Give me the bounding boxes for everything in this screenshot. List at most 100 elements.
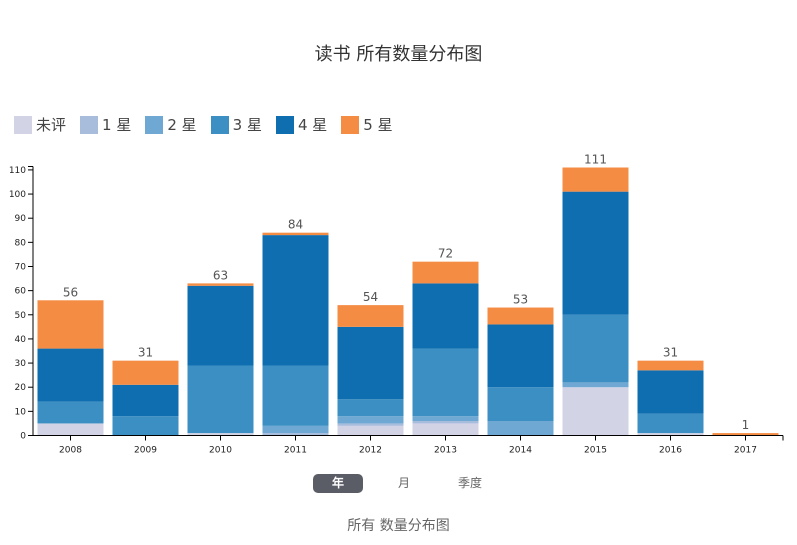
x-tick-label: 2008 <box>59 446 82 456</box>
bar-segment[interactable] <box>637 433 704 436</box>
legend-item[interactable]: 1 星 <box>80 114 131 135</box>
bar-segment[interactable] <box>112 384 179 417</box>
bar-segment[interactable] <box>337 305 404 327</box>
legend-item[interactable]: 3 星 <box>210 114 262 135</box>
bar-segment[interactable] <box>412 283 479 349</box>
period-tabs: 年 月 季度 <box>313 474 511 493</box>
bar-segment[interactable] <box>712 433 779 436</box>
bar-total-label: 72 <box>438 247 453 261</box>
y-tick-label: 10 <box>15 407 27 417</box>
footer-caption: 所有 数量分布图 <box>347 518 450 534</box>
bar-segment[interactable] <box>562 382 629 388</box>
tab-year[interactable]: 年 <box>313 474 363 493</box>
bar-total-label: 53 <box>513 293 528 307</box>
bar-segment[interactable] <box>37 300 104 349</box>
bar-segment[interactable] <box>562 191 629 315</box>
bar-segment[interactable] <box>562 314 629 383</box>
bar-segment[interactable] <box>37 401 104 424</box>
x-axis: 2008 2009 2010 2011 2012 2013 2014 2015 2016 2017 <box>33 435 784 456</box>
legend-item[interactable]: 5 星 <box>341 114 393 135</box>
bar-total-label: 31 <box>138 346 153 360</box>
x-tick-label: 2014 <box>509 446 532 456</box>
y-axis: 0 10 20 30 40 50 60 70 80 90 100 110 <box>9 166 34 442</box>
bar-total-label: 63 <box>213 268 228 282</box>
bar-segment[interactable] <box>637 413 704 434</box>
legend-swatch <box>210 115 229 134</box>
bar-segment[interactable] <box>412 261 479 284</box>
bar-segment[interactable] <box>187 283 254 286</box>
bar-segment[interactable] <box>187 285 254 366</box>
legend-label: 1 星 <box>102 116 132 134</box>
legend-item[interactable]: 2 星 <box>145 114 197 135</box>
y-tick-label: 30 <box>15 359 27 369</box>
bar-segment[interactable] <box>337 326 404 400</box>
legend-item[interactable]: 4 星 <box>275 114 328 135</box>
bar-segment[interactable] <box>262 235 329 366</box>
bar-total-label: 31 <box>663 346 678 360</box>
legend-label: 未评 <box>36 116 67 134</box>
bar-segment[interactable] <box>412 423 479 436</box>
bar-segment[interactable] <box>37 348 104 402</box>
bar-segment[interactable] <box>262 365 329 426</box>
y-tick-label: 60 <box>15 287 27 297</box>
bar-segment[interactable] <box>337 416 404 424</box>
legend-swatch <box>275 115 294 134</box>
bar-segment[interactable] <box>487 387 554 422</box>
bar-segment[interactable] <box>262 232 329 236</box>
bar-segment[interactable] <box>487 324 554 388</box>
legend-swatch <box>145 115 164 134</box>
chart-title: 读书 所有数量分布图 <box>314 44 483 65</box>
bar-segment[interactable] <box>37 423 104 436</box>
bar-segment[interactable] <box>262 425 329 434</box>
tab-month[interactable]: 月 <box>397 476 410 490</box>
bar-segment[interactable] <box>637 370 704 414</box>
bar-segment[interactable] <box>487 421 554 436</box>
tab-quarter[interactable]: 季度 <box>457 476 482 490</box>
bar-segment[interactable] <box>337 425 404 436</box>
bar-segment[interactable] <box>412 421 479 424</box>
bar-segment[interactable] <box>562 167 629 192</box>
bar-segment[interactable] <box>487 307 554 325</box>
bars <box>37 167 779 436</box>
x-tick-label: 2011 <box>284 446 307 456</box>
legend-label: 2 星 <box>167 116 197 134</box>
x-tick-label: 2010 <box>209 446 232 456</box>
y-tick-label: 20 <box>15 383 27 393</box>
legend-label: 3 星 <box>232 116 262 134</box>
x-tick-label: 2012 <box>359 446 382 456</box>
legend-swatch <box>14 115 32 134</box>
x-tick-label: 2013 <box>434 446 457 456</box>
bar-segment[interactable] <box>112 416 179 436</box>
legend-item[interactable]: 未评 <box>14 114 66 135</box>
y-tick-label: 40 <box>15 335 27 345</box>
bar-segment[interactable] <box>112 360 179 385</box>
x-tick-label: 2009 <box>134 446 157 456</box>
legend-swatch <box>80 115 99 134</box>
y-tick-label: 110 <box>9 166 26 176</box>
x-tick-label: 2017 <box>734 446 757 456</box>
bar-segment[interactable] <box>562 387 629 436</box>
bar-total-label: 54 <box>363 290 378 304</box>
bar-segment[interactable] <box>337 399 404 417</box>
bar-segment[interactable] <box>412 348 479 417</box>
bar-total-label: 56 <box>63 285 78 299</box>
legend-swatch <box>341 115 360 134</box>
bar-segment[interactable] <box>187 433 254 436</box>
legend: 未评 1 星 2 星 3 星 4 星 5 星 <box>14 114 393 135</box>
bar-segment[interactable] <box>337 423 404 426</box>
legend-label: 4 星 <box>297 116 328 134</box>
y-tick-label: 80 <box>15 238 27 248</box>
bar-segment[interactable] <box>412 416 479 422</box>
bar-segment[interactable] <box>262 433 329 436</box>
legend-label: 5 星 <box>363 116 393 134</box>
bar-segment[interactable] <box>637 360 704 371</box>
y-tick-label: 70 <box>15 262 27 272</box>
y-tick-label: 0 <box>20 432 26 442</box>
bar-total-label: 84 <box>288 218 303 232</box>
bar-segment[interactable] <box>187 365 254 434</box>
y-tick-label: 50 <box>15 311 27 321</box>
x-tick-label: 2015 <box>584 446 607 456</box>
bar-total-label: 1 <box>742 418 750 432</box>
x-tick-label: 2016 <box>659 446 682 456</box>
